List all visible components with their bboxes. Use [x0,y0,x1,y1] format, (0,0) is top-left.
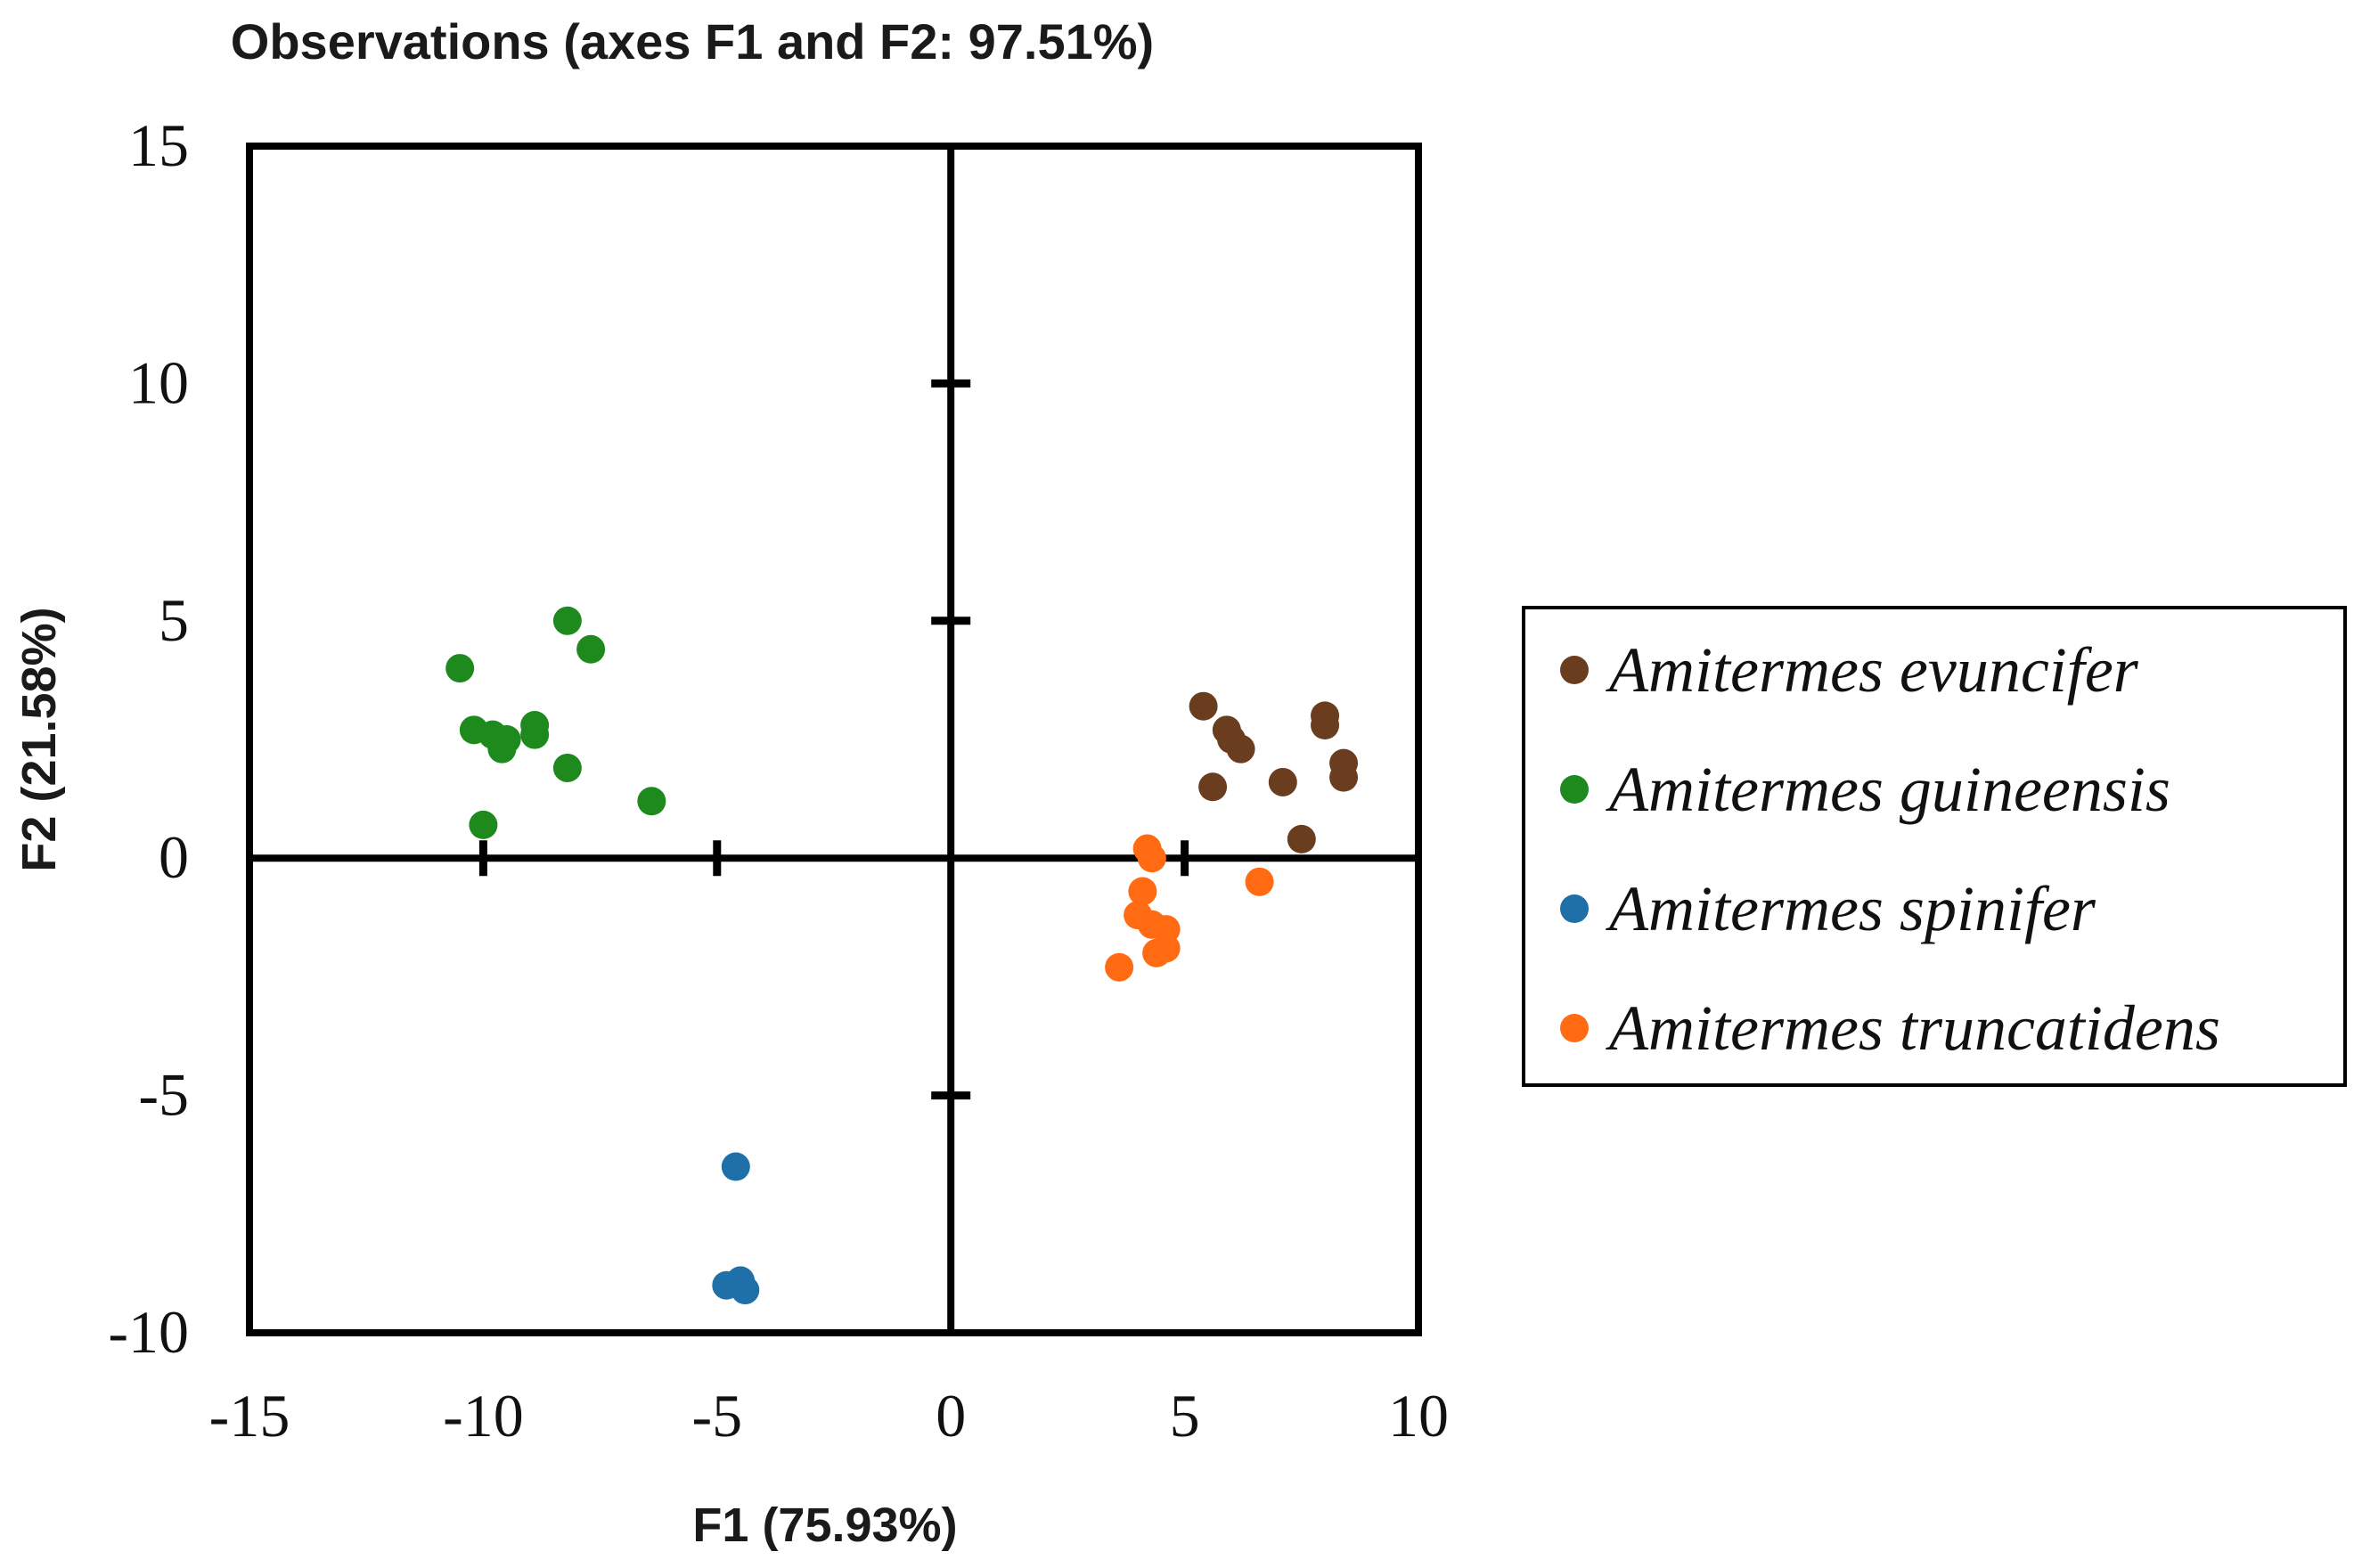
data-point [492,725,521,754]
data-point [1137,844,1166,873]
y-tick-label: -5 [138,1061,189,1129]
y-tick-label: 0 [159,823,189,891]
series-amitermes-guineensis [445,606,666,839]
data-point [1311,711,1340,740]
y-tick-label: 5 [159,586,189,654]
x-tick-label: -5 [691,1382,742,1450]
data-point [637,787,666,816]
legend-label: Amitermes guineensis [1606,754,2170,825]
x-tick-label: 10 [1388,1382,1449,1450]
y-axis-tick-labels: 15 10 5 0 -5 -10 [108,111,189,1366]
x-axis-label: F1 (75.93%) [692,1499,957,1552]
x-tick-label: -15 [209,1382,290,1450]
data-point [1268,767,1297,796]
data-point [445,654,475,683]
legend: Amitermes evuncifer Amitermes guineensis A… [1522,606,2347,1087]
x-tick-label: 5 [1170,1382,1200,1450]
data-point [520,720,550,749]
data-point [1245,867,1274,896]
x-tick-label: -10 [443,1382,524,1450]
y-tick-label: -10 [108,1298,189,1366]
x-axis-tick-labels: -15 -10 -5 0 5 10 [209,1382,1449,1450]
legend-label: Amitermes evuncifer [1606,634,2139,706]
data-point [1189,691,1218,721]
data-point [1198,772,1228,802]
plot-frame [246,143,1422,1336]
y-tick-label: 10 [128,348,189,416]
data-point [1226,734,1255,764]
legend-marker [1560,775,1589,804]
x-tick-label: 0 [936,1382,966,1450]
y-axis-label: F2 (21.58%) [12,607,66,871]
axis-tick-marks [478,379,1189,1100]
data-point [731,1276,760,1305]
data-point [721,1152,750,1181]
data-point [1287,824,1316,853]
chart-title: Observations (axes F1 and F2: 97.51%) [231,13,1154,69]
data-points [445,606,1359,1305]
data-point [1128,877,1157,906]
y-tick-label: 15 [128,111,189,179]
series-amitermes-evuncifer [1189,691,1359,853]
zero-axes [249,146,1418,1333]
data-point [1142,938,1172,968]
data-point [1105,952,1134,982]
legend-box [1522,606,2347,1087]
legend-marker [1560,656,1589,684]
data-point [1329,763,1359,792]
data-point [576,634,606,664]
legend-label: Amitermes spinifer [1606,873,2096,944]
data-point [552,753,582,782]
series-amitermes-truncatidens [1105,834,1274,982]
series-amitermes-spinifer [712,1152,760,1305]
legend-marker [1560,1014,1589,1042]
legend-marker [1560,894,1589,923]
data-point [552,606,582,635]
data-point [469,810,498,839]
legend-label: Amitermes truncatidens [1606,992,2220,1064]
